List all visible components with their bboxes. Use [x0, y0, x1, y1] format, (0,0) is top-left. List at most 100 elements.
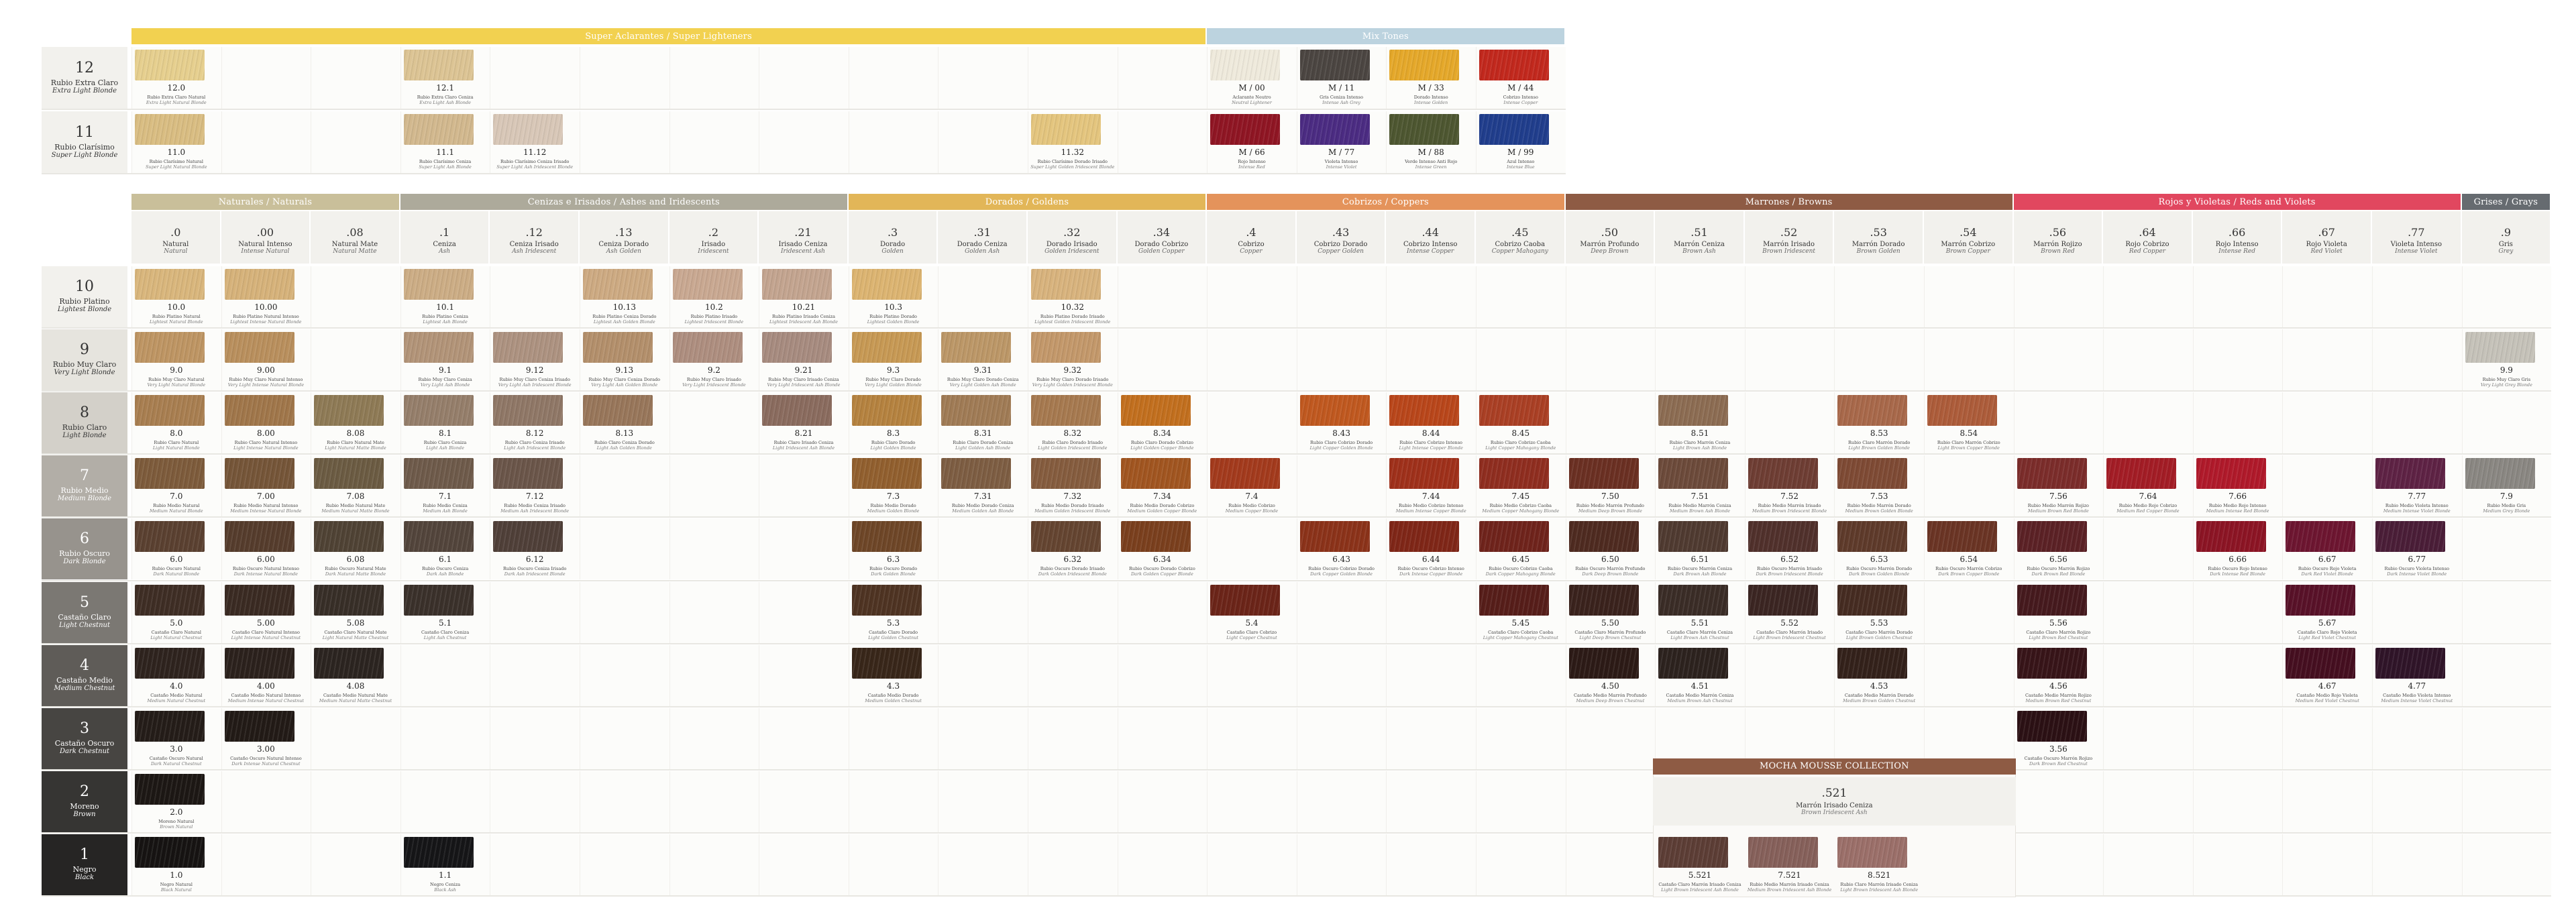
color-swatch[interactable]: 9.12 Rubio Muy Claro Ceniza Irisado Very L…	[490, 329, 580, 390]
color-swatch[interactable]: 7.77 Rubio Medio Violeta Intenso Medium In…	[2372, 455, 2462, 516]
swatch-image[interactable]	[1479, 395, 1549, 426]
swatch-image[interactable]	[2196, 458, 2266, 490]
swatch-image[interactable]	[135, 269, 205, 300]
color-swatch[interactable]: 10.32 Rubio Platino Dorado Irisado Lightes…	[1028, 266, 1118, 327]
color-swatch[interactable]: 5.4 Castaño Claro Cobrizo Light Copper Che…	[1207, 582, 1297, 643]
mix-tone-swatch[interactable]: M / 00 Aclarante Neutro Neutral Lightener	[1207, 47, 1297, 109]
color-swatch[interactable]: 4.53 Castaño Medio Marrón Dorado Medium Br…	[1834, 645, 1924, 706]
color-swatch[interactable]: 7.9 Rubio Medio Gris Medium Grey Blonde	[2462, 455, 2552, 516]
color-swatch[interactable]: 6.43 Rubio Oscuro Cobrizo Dorado Dark Copp…	[1297, 518, 1387, 579]
color-swatch[interactable]: 3.00 Castaño Oscuro Natural Intenso Dark I…	[221, 708, 311, 769]
mix-tone-swatch[interactable]: M / 88 Verde Intenso Anti Rojo Intense Gre…	[1386, 111, 1476, 173]
swatch-image[interactable]	[1031, 521, 1101, 553]
color-swatch[interactable]: 7.45 Rubio Medio Cobrizo Caoba Medium Copp…	[1476, 455, 1566, 516]
swatch-image[interactable]	[1568, 458, 1639, 490]
swatch-image[interactable]	[224, 710, 294, 742]
color-swatch[interactable]: 8.31 Rubio Claro Dorado Ceniza Light Golde…	[938, 392, 1028, 453]
mix-tone-swatch[interactable]: M / 44 Cobrizo Intenso Intense Copper	[1476, 47, 1566, 109]
color-swatch[interactable]: 11.0 Rubio Clarísimo Natural Super Light N…	[131, 111, 221, 173]
swatch-image[interactable]	[1389, 395, 1460, 426]
swatch-image[interactable]	[1568, 521, 1639, 553]
swatch-image[interactable]	[314, 458, 384, 490]
mix-tone-swatch[interactable]: M / 11 Gris Ceniza Intenso Intense Ash Gre…	[1297, 47, 1387, 109]
color-swatch[interactable]: 6.1 Rubio Oscuro Ceniza Dark Ash Blonde	[400, 518, 490, 579]
color-swatch[interactable]: 6.50 Rubio Oscuro Marrón Profundo Dark Dee…	[1566, 518, 1656, 579]
color-swatch[interactable]: 9.00 Rubio Muy Claro Natural Intenso Very …	[221, 329, 311, 390]
color-swatch[interactable]: 8.54 Rubio Claro Marrón Cobrizo Light Brow…	[1924, 392, 2014, 453]
swatch-image[interactable]	[135, 332, 205, 363]
swatch-image[interactable]	[762, 269, 833, 300]
color-swatch[interactable]: 5.53 Castaño Claro Marrón Dorado Light Bro…	[1834, 582, 1924, 643]
color-swatch[interactable]: 3.0 Castaño Oscuro Natural Dark Natural Ch…	[131, 708, 221, 769]
mix-tone-swatch[interactable]: M / 99 Azul Intenso Intense Blue	[1476, 111, 1566, 173]
swatch-image[interactable]	[2465, 332, 2535, 363]
color-swatch[interactable]: 8.1 Rubio Claro Ceniza Light Ash Blonde	[400, 392, 490, 453]
swatch-image[interactable]	[1837, 521, 1908, 553]
swatch-image[interactable]	[1837, 584, 1908, 616]
swatch-image[interactable]	[1210, 114, 1281, 145]
color-swatch[interactable]: 7.08 Rubio Medio Natural Mate Medium Natur…	[311, 455, 400, 516]
swatch-image[interactable]	[224, 521, 294, 553]
swatch-image[interactable]	[135, 647, 205, 679]
swatch-image[interactable]	[1031, 114, 1101, 145]
color-swatch[interactable]: 8.12 Rubio Claro Ceniza Irisado Light Ash …	[490, 392, 580, 453]
swatch-image[interactable]	[1479, 521, 1549, 553]
color-swatch[interactable]: 8.34 Rubio Claro Dorado Cobrizo Light Gold…	[1118, 392, 1208, 453]
color-swatch[interactable]: 1.0 Negro Natural Black Natural	[131, 834, 221, 895]
color-swatch[interactable]: 6.56 Rubio Oscuro Marrón Rojizo Dark Brown…	[2014, 518, 2104, 579]
color-swatch[interactable]: 6.53 Rubio Oscuro Marrón Dorado Dark Brown…	[1834, 518, 1924, 579]
color-swatch[interactable]: 12.1 Rubio Extra Claro Ceniza Extra Light …	[400, 47, 490, 109]
color-swatch[interactable]: 5.3 Castaño Claro Dorado Light Golden Ches…	[849, 582, 938, 643]
color-swatch[interactable]: 10.3 Rubio Platino Dorado Lightest Golden …	[849, 266, 938, 327]
color-swatch[interactable]: 4.0 Castaño Medio Natural Medium Natural C…	[131, 645, 221, 706]
swatch-image[interactable]	[403, 584, 474, 616]
mocha-swatch[interactable]: 8.521 Rubio Claro Marrón Irisado Ceniza Li…	[1834, 834, 1924, 895]
color-swatch[interactable]: 7.51 Rubio Medio Marrón Ceniza Medium Brow…	[1655, 455, 1745, 516]
swatch-image[interactable]	[2375, 647, 2445, 679]
color-swatch[interactable]: 11.12 Rubio Clarísimo Ceniza Irisado Super…	[490, 111, 580, 173]
swatch-image[interactable]	[2017, 647, 2087, 679]
swatch-image[interactable]	[2106, 458, 2177, 490]
mocha-swatch[interactable]: 7.521 Rubio Medio Marrón Irisado Ceniza Me…	[1745, 834, 1835, 895]
color-swatch[interactable]: 4.56 Castaño Medio Marrón Rojizo Medium Br…	[2014, 645, 2104, 706]
color-swatch[interactable]: 8.32 Rubio Claro Dorado Irisado Light Gold…	[1028, 392, 1118, 453]
swatch-image[interactable]	[314, 521, 384, 553]
swatch-image[interactable]	[2375, 521, 2445, 553]
swatch-image[interactable]	[493, 521, 564, 553]
swatch-image[interactable]	[1658, 458, 1729, 490]
swatch-image[interactable]	[672, 269, 743, 300]
swatch-image[interactable]	[2286, 521, 2356, 553]
swatch-image[interactable]	[1389, 50, 1460, 80]
color-swatch[interactable]: 8.45 Rubio Claro Cobrizo Caoba Light Coppe…	[1476, 392, 1566, 453]
swatch-image[interactable]	[2286, 647, 2356, 679]
swatch-image[interactable]	[1479, 458, 1549, 490]
swatch-image[interactable]	[1389, 458, 1460, 490]
color-swatch[interactable]: 4.08 Castaño Medio Natural Mate Medium Nat…	[311, 645, 400, 706]
color-swatch[interactable]: 8.08 Rubio Claro Natural Mate Light Natura…	[311, 392, 400, 453]
swatch-image[interactable]	[493, 332, 564, 363]
color-swatch[interactable]: 4.3 Castaño Medio Dorado Medium Golden Che…	[849, 645, 938, 706]
swatch-image[interactable]	[1658, 647, 1729, 679]
swatch-image[interactable]	[762, 332, 833, 363]
swatch-image[interactable]	[493, 458, 564, 490]
color-swatch[interactable]: 6.08 Rubio Oscuro Natural Mate Dark Natura…	[311, 518, 400, 579]
color-swatch[interactable]: 6.44 Rubio Oscuro Cobrizo Intenso Dark Int…	[1386, 518, 1476, 579]
color-swatch[interactable]: 6.32 Rubio Oscuro Dorado Irisado Dark Gold…	[1028, 518, 1118, 579]
swatch-image[interactable]	[941, 332, 1012, 363]
swatch-image[interactable]	[1479, 50, 1549, 80]
swatch-image[interactable]	[2286, 584, 2356, 616]
color-swatch[interactable]: 6.51 Rubio Oscuro Marrón Ceniza Dark Brown…	[1655, 518, 1745, 579]
swatch-image[interactable]	[1299, 114, 1370, 145]
swatch-image[interactable]	[135, 584, 205, 616]
color-swatch[interactable]: 7.32 Rubio Medio Dorado Irisado Medium Gol…	[1028, 455, 1118, 516]
swatch-image[interactable]	[1479, 584, 1549, 616]
swatch-image[interactable]	[1658, 521, 1729, 553]
color-swatch[interactable]: 6.54 Rubio Oscuro Marrón Cobrizo Dark Brow…	[1924, 518, 2014, 579]
color-swatch[interactable]: 7.0 Rubio Medio Natural Medium Natural Blo…	[131, 455, 221, 516]
swatch-image[interactable]	[135, 836, 205, 868]
swatch-image[interactable]	[672, 332, 743, 363]
color-swatch[interactable]: 7.44 Rubio Medio Cobrizo Intenso Medium In…	[1386, 455, 1476, 516]
color-swatch[interactable]: 1.1 Negro Ceniza Black Ash	[400, 834, 490, 895]
swatch-image[interactable]	[941, 395, 1012, 426]
swatch-image[interactable]	[135, 710, 205, 742]
